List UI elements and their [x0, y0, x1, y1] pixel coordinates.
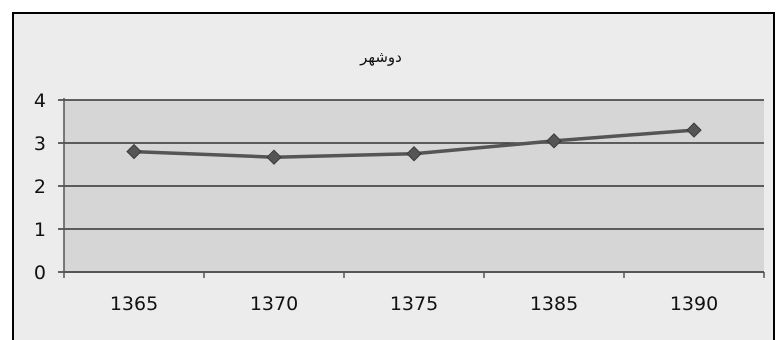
y-tick-labels: 0 1 2 3 4	[34, 90, 46, 284]
x-tick-label: 1385	[530, 293, 578, 315]
y-tick-label: 4	[34, 90, 46, 112]
gridlines	[64, 99, 764, 230]
data-point-1385	[546, 133, 562, 149]
y-tick-label: 3	[34, 133, 46, 155]
cropped-caption-strip	[0, 0, 781, 12]
data-point-1370	[266, 149, 282, 165]
x-tick-label: 1375	[390, 293, 438, 315]
line-chart: دوشهر 0 1 2 3 4 1365 1370 1375 1385 1390	[34, 48, 765, 315]
data-point-1390	[686, 122, 702, 138]
x-tick-label: 1370	[250, 293, 298, 315]
x-tick-label: 1365	[110, 293, 158, 315]
data-point-1365	[126, 143, 142, 160]
data-point-1375	[406, 146, 422, 162]
y-tick-label: 1	[34, 219, 46, 241]
series-layer	[126, 122, 702, 165]
y-tick-label: 2	[34, 176, 46, 198]
y-tick-label: 0	[34, 262, 46, 284]
x-tick-label: 1390	[670, 293, 718, 315]
axes	[58, 98, 765, 278]
chart-title: دوشهر	[359, 48, 402, 66]
x-tick-labels: 1365 1370 1375 1385 1390	[110, 293, 718, 315]
